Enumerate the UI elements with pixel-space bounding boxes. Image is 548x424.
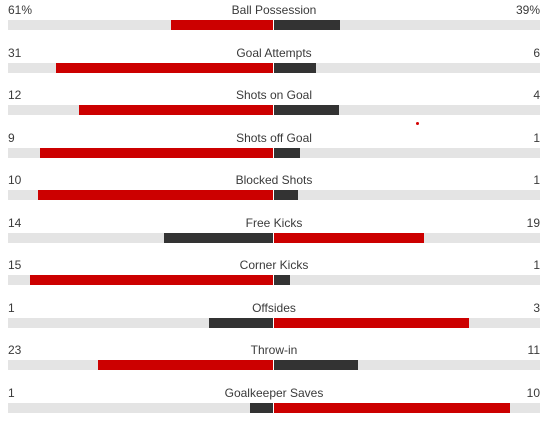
stat-row-goalkeeper-saves: 1 Goalkeeper Saves 10 (0, 383, 548, 423)
center-divider (273, 105, 274, 115)
away-value: 39% (515, 3, 540, 17)
stat-name: Ball Possession (231, 3, 317, 17)
stat-bar-track (8, 232, 540, 243)
away-bar (274, 232, 424, 243)
away-value: 10 (526, 385, 540, 400)
away-value: 3 (533, 300, 540, 315)
home-value: 10 (8, 173, 22, 187)
stat-row-free-kicks: 14 Free Kicks 19 (0, 213, 548, 253)
home-value: 31 (8, 45, 22, 60)
home-bar (164, 232, 274, 243)
stat-name: Blocked Shots (235, 173, 313, 187)
away-bar (274, 402, 510, 413)
stray-dot (416, 122, 419, 125)
home-value: 9 (8, 130, 15, 145)
stat-bar-track (8, 402, 540, 413)
away-value: 1 (533, 258, 540, 272)
stat-row-blocked-shots: 10 Blocked Shots 1 (0, 170, 548, 210)
stat-name: Offsides (252, 300, 296, 315)
stat-row-goal-attempts: 31 Goal Attempts 6 (0, 43, 548, 83)
stat-row-shots-off-goal: 9 Shots off Goal 1 (0, 128, 548, 168)
stat-name: Corner Kicks (239, 258, 309, 272)
stat-bar-track (8, 317, 540, 328)
home-bar (171, 20, 274, 30)
center-divider (273, 147, 274, 158)
away-value: 1 (533, 130, 540, 145)
center-divider (273, 317, 274, 328)
home-value: 14 (8, 215, 22, 230)
stat-name: Shots on Goal (235, 88, 313, 102)
stat-name: Goalkeeper Saves (224, 385, 324, 400)
away-bar (274, 190, 298, 200)
stat-bar-track (8, 360, 540, 370)
center-divider (273, 190, 274, 200)
away-value: 1 (533, 173, 540, 187)
away-value: 4 (533, 88, 540, 102)
stat-row-corner-kicks: 15 Corner Kicks 1 (0, 255, 548, 295)
stat-bar-track (8, 105, 540, 115)
stat-row-throw-in: 23 Throw-in 11 (0, 340, 548, 380)
home-value: 1 (8, 300, 15, 315)
home-value: 12 (8, 88, 22, 102)
stat-row-shots-on-goal: 12 Shots on Goal 4 (0, 85, 548, 125)
center-divider (273, 20, 274, 30)
home-bar (38, 190, 274, 200)
stat-bar-track (8, 147, 540, 158)
stat-bar-track (8, 20, 540, 30)
center-divider (273, 232, 274, 243)
stat-name: Goal Attempts (236, 45, 312, 60)
away-bar (274, 360, 358, 370)
away-value: 11 (527, 343, 540, 357)
stat-name: Free Kicks (245, 215, 303, 230)
stat-name: Throw-in (250, 343, 298, 357)
home-bar (250, 402, 274, 413)
home-bar (209, 317, 274, 328)
stat-bar-track (8, 62, 540, 73)
away-bar (274, 147, 300, 158)
home-bar (30, 275, 274, 285)
away-bar (274, 62, 316, 73)
home-bar (40, 147, 274, 158)
center-divider (273, 402, 274, 413)
stat-row-ball-possession: 61% Ball Possession 39% (0, 0, 548, 40)
away-bar (274, 20, 340, 30)
center-divider (273, 360, 274, 370)
away-bar (274, 317, 469, 328)
center-divider (273, 275, 274, 285)
home-bar (98, 360, 274, 370)
center-divider (273, 62, 274, 73)
stat-bar-track (8, 190, 540, 200)
stat-row-offsides: 1 Offsides 3 (0, 298, 548, 338)
home-value: 15 (8, 258, 22, 272)
home-value: 1 (8, 385, 15, 400)
away-value: 19 (526, 215, 540, 230)
home-value: 61% (8, 3, 33, 17)
stat-bar-track (8, 275, 540, 285)
home-value: 23 (8, 343, 22, 357)
away-bar (274, 275, 290, 285)
home-bar (56, 62, 274, 73)
away-value: 6 (533, 45, 540, 60)
stat-name: Shots off Goal (236, 130, 312, 145)
away-bar (274, 105, 339, 115)
home-bar (79, 105, 274, 115)
